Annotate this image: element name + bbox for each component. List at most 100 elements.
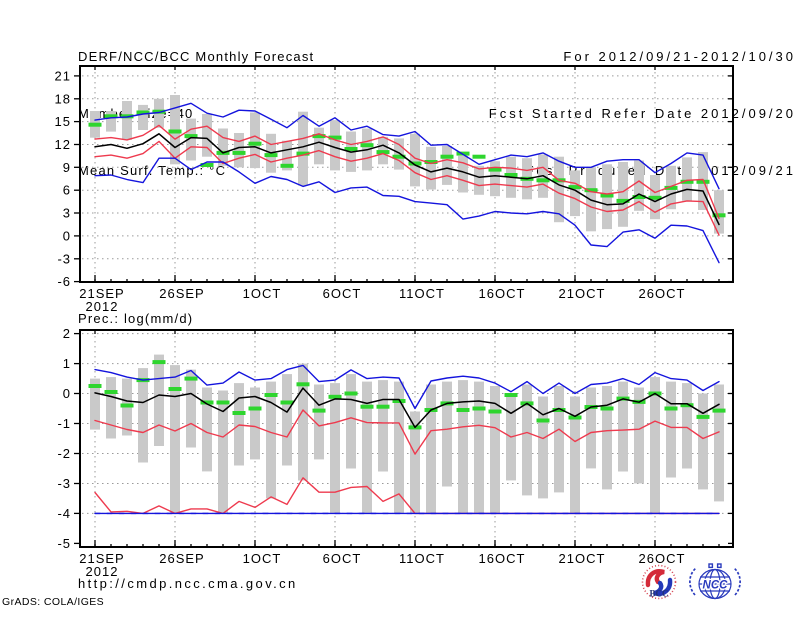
spread-bar xyxy=(570,170,580,217)
y-tick-label: -6 xyxy=(57,274,71,289)
spread-bar xyxy=(282,374,292,466)
observation-dash xyxy=(152,360,166,365)
x-tick-label: 16OCT xyxy=(479,286,526,301)
spread-bar xyxy=(298,363,308,481)
x-tick-label: 21SEP xyxy=(79,286,124,301)
spread-bar xyxy=(138,368,148,463)
observation-dash xyxy=(696,179,710,184)
observation-dash xyxy=(648,195,662,200)
x-tick-label: 11OCT xyxy=(399,286,445,301)
observation-dash xyxy=(88,384,102,388)
observation-dash xyxy=(232,411,246,415)
observation-dash xyxy=(376,404,390,409)
observation-dash xyxy=(296,151,310,156)
spread-bar xyxy=(362,381,372,514)
observation-dash xyxy=(120,403,134,408)
observation-dash xyxy=(232,150,246,155)
x-tick-label: 21OCT xyxy=(559,551,606,566)
observation-dash xyxy=(344,391,358,396)
spread-bar xyxy=(586,387,596,469)
y-tick-label: -1 xyxy=(57,416,71,431)
x-tick-label: 1OCT xyxy=(243,286,282,301)
observation-dash xyxy=(328,135,342,140)
spread-bar xyxy=(490,386,500,514)
spread-bar xyxy=(314,384,324,460)
spread-bar xyxy=(458,380,468,514)
series-ensemble-mean xyxy=(94,133,720,226)
spread-bar xyxy=(682,157,692,201)
y-tick-label: 3 xyxy=(63,206,71,221)
axis-ticks xyxy=(74,66,733,283)
bcc-swirl-blue-icon xyxy=(653,577,673,596)
observation-dash xyxy=(296,382,310,387)
series-observation xyxy=(88,109,726,218)
ncc-globe-icon xyxy=(698,568,732,600)
x-tick-label: 26OCT xyxy=(639,551,686,566)
y-tick-label: -3 xyxy=(57,476,71,491)
spread-bar xyxy=(170,365,180,514)
y-tick-label: 15 xyxy=(55,114,71,129)
spread-bar xyxy=(106,111,116,132)
x-tick-label: 16OCT xyxy=(479,551,526,566)
series-ensemble-max xyxy=(94,102,720,190)
y-tick-label: 0 xyxy=(63,228,71,243)
spread-bar xyxy=(714,384,724,502)
spread-bar xyxy=(330,383,340,514)
spread-bar xyxy=(234,383,244,466)
observation-dash xyxy=(424,160,438,164)
observation-dash xyxy=(664,406,678,411)
spread-bar xyxy=(714,190,724,234)
x-tick-label: 26SEP xyxy=(159,286,204,301)
x-tick-label: 26OCT xyxy=(639,286,686,301)
observation-dash xyxy=(184,376,198,381)
spread-bar xyxy=(602,386,612,490)
spread-bar xyxy=(634,387,644,484)
observation-dash xyxy=(280,163,294,168)
refer-date-label: Fcst Started Refer Date 2012/09/20 xyxy=(488,106,796,121)
x-tick-label: 11OCT xyxy=(399,551,445,566)
observation-dash xyxy=(184,134,198,139)
spread-bar xyxy=(618,381,628,472)
spread-bar xyxy=(202,114,212,157)
y-tick-label: -2 xyxy=(57,446,71,461)
observation-dash xyxy=(408,161,422,166)
y-tick-label: 1 xyxy=(63,356,71,371)
observation-dash xyxy=(216,400,230,405)
x-tick-sub-label: 2012 xyxy=(86,299,119,314)
page-title: DERF/NCC/BCC Monthly Forecast xyxy=(78,49,315,64)
spread-bar xyxy=(218,390,228,514)
spread-bar xyxy=(186,369,196,448)
spread-bar xyxy=(378,380,388,472)
spread-bar xyxy=(554,386,564,493)
y-tick-label: 0 xyxy=(63,386,71,401)
spread-bar xyxy=(298,111,308,186)
y-tick-label: -5 xyxy=(57,536,71,551)
spread-bar xyxy=(122,101,132,140)
observation-dash xyxy=(360,404,374,409)
observation-dash xyxy=(280,400,294,405)
observation-dash xyxy=(712,408,726,413)
observation-dash xyxy=(488,409,502,414)
observation-dash xyxy=(488,167,502,172)
y-tick-label: 18 xyxy=(55,91,71,106)
series-upper-spread xyxy=(94,409,720,455)
x-tick-sub-label: 2012 xyxy=(86,564,119,579)
observation-dash xyxy=(248,141,262,146)
y-tick-label: -4 xyxy=(57,506,71,521)
observation-dash xyxy=(264,393,278,397)
spread-bar xyxy=(346,374,356,469)
observation-dash xyxy=(168,129,182,134)
y-tick-label: 21 xyxy=(55,68,71,83)
observation-dash xyxy=(680,403,694,408)
spread-bar xyxy=(410,411,420,514)
x-tick-label: 21OCT xyxy=(559,286,606,301)
observation-dash xyxy=(568,185,582,190)
spread-bar xyxy=(410,133,420,187)
series-ensemble-min xyxy=(94,157,720,264)
spread-bar xyxy=(250,112,260,169)
spread-bar xyxy=(234,133,244,168)
spread-bar xyxy=(394,381,404,514)
observation-dash xyxy=(584,188,598,193)
